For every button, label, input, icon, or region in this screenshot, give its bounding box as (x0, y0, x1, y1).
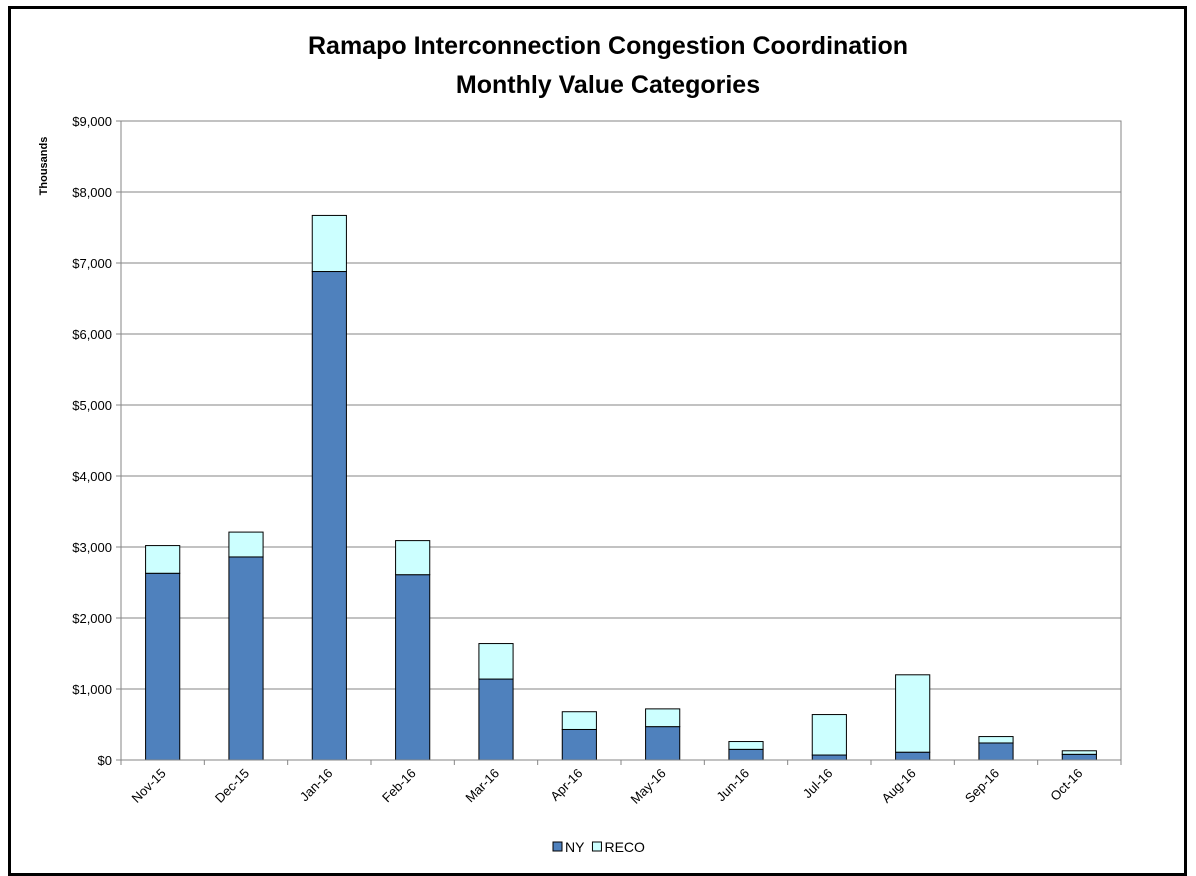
plot-area (120, 120, 1122, 761)
legend-swatch-ny (552, 841, 563, 852)
legend-label-reco: RECO (604, 839, 645, 855)
bar-reco-nov-15 (145, 545, 181, 574)
y-axis-label: Thousands (38, 137, 50, 196)
x-tick-label: Dec-15 (212, 766, 252, 806)
x-tick-label: Jan-16 (297, 766, 336, 805)
bar-reco-jan-16 (311, 214, 347, 273)
bar-reco-jul-16 (811, 714, 847, 756)
bar-ny-apr-16 (561, 728, 597, 761)
bar-reco-oct-16 (1061, 750, 1097, 755)
bar-ny-mar-16 (478, 678, 514, 761)
bar-ny-dec-15 (228, 556, 264, 761)
bar-ny-jun-16 (728, 748, 764, 761)
bar-reco-apr-16 (561, 711, 597, 730)
chart-frame (8, 6, 1187, 876)
x-tick-label: Oct-16 (1047, 766, 1085, 804)
legend-label-ny: NY (565, 839, 585, 855)
bars (145, 214, 1097, 761)
bar-ny-sep-16 (978, 742, 1014, 761)
x-tick-label: Feb-16 (379, 766, 419, 806)
bar-reco-dec-15 (228, 531, 264, 558)
bar-ny-nov-15 (145, 572, 181, 761)
x-tick-label: Jul-16 (800, 766, 836, 802)
bar-ny-may-16 (645, 726, 681, 761)
x-tick-label: Jun-16 (713, 766, 752, 805)
gridlines (121, 120, 1121, 690)
bar-reco-jun-16 (728, 741, 764, 750)
y-tick-label: $5,000 (72, 398, 112, 413)
legend: NY RECO (552, 839, 645, 855)
bar-reco-sep-16 (978, 736, 1014, 744)
bar-ny-feb-16 (395, 574, 431, 761)
x-tick-label: May-16 (628, 766, 669, 807)
legend-swatch-reco (591, 841, 602, 852)
y-tick-label: $2,000 (72, 611, 112, 626)
y-tick-label: $4,000 (72, 469, 112, 484)
y-tick-label: $8,000 (72, 185, 112, 200)
y-tick-label: $1,000 (72, 682, 112, 697)
y-tick-label: $3,000 (72, 540, 112, 555)
x-tick-label: Nov-15 (129, 766, 169, 806)
bar-reco-mar-16 (478, 643, 514, 680)
x-tick-label: Mar-16 (462, 766, 502, 806)
bar-reco-aug-16 (895, 674, 931, 753)
y-tick-label: $0 (98, 753, 112, 768)
chart-title: Ramapo Interconnection Congestion Coordi… (308, 32, 908, 60)
bar-reco-feb-16 (395, 540, 431, 576)
y-tick-label: $9,000 (72, 114, 112, 129)
bar-ny-oct-16 (1061, 753, 1097, 761)
x-tick-label: Apr-16 (547, 766, 585, 804)
bar-ny-jul-16 (811, 754, 847, 761)
y-tick-label: $7,000 (72, 256, 112, 271)
chart-subtitle: Monthly Value Categories (456, 71, 760, 99)
bar-ny-jan-16 (311, 271, 347, 761)
x-tick-label: Aug-16 (879, 766, 919, 806)
x-tick-label: Sep-16 (962, 766, 1002, 806)
bar-ny-aug-16 (895, 751, 931, 761)
bar-reco-may-16 (645, 708, 681, 728)
y-tick-label: $6,000 (72, 327, 112, 342)
